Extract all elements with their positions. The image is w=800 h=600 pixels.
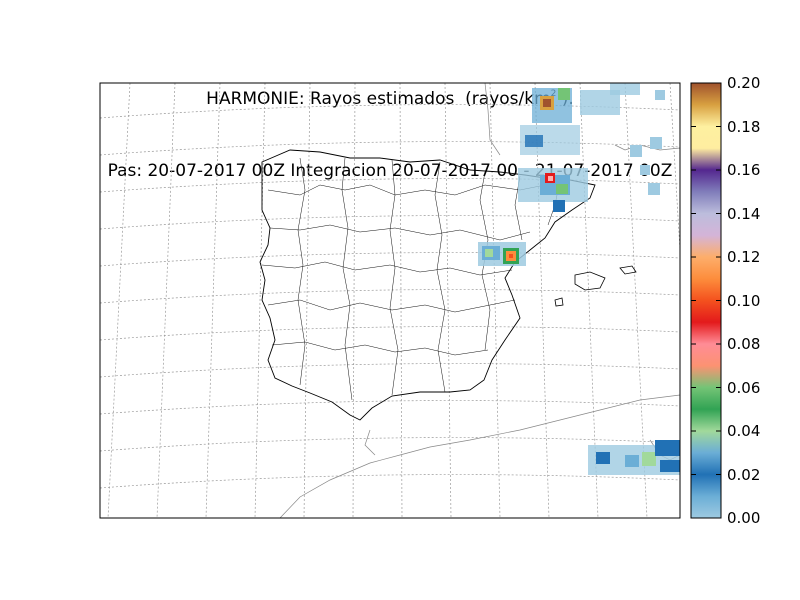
colorbar-tick-label: 0.10 bbox=[727, 291, 761, 310]
colorbar-tick-label: 0.08 bbox=[727, 335, 761, 353]
colorbar-tick-label: 0.14 bbox=[727, 204, 761, 223]
cell-gulf-of-lion bbox=[520, 83, 665, 195]
balearic-islands bbox=[554, 265, 637, 307]
colorbar-tick-label: 0.20 bbox=[727, 74, 761, 92]
iberia-coastline bbox=[259, 149, 596, 421]
cell-south-mediterranean bbox=[588, 440, 680, 475]
map-frame bbox=[99, 82, 681, 519]
colorbar-tick-label: 0.00 bbox=[727, 509, 761, 527]
lightning-cells bbox=[478, 83, 680, 475]
colorbar-tick-label: 0.16 bbox=[727, 161, 761, 179]
colorbar-tick-label: 0.02 bbox=[727, 465, 761, 484]
province-borders bbox=[261, 157, 561, 401]
colorbar-tick-label: 0.04 bbox=[727, 422, 761, 440]
cell-valencia bbox=[478, 242, 526, 266]
graticule bbox=[100, 83, 680, 518]
colorbar-tick-label: 0.12 bbox=[727, 248, 761, 266]
colorbar bbox=[690, 82, 722, 519]
colorbar-tick-label: 0.18 bbox=[727, 117, 761, 136]
colorbar-tick-label: 0.06 bbox=[727, 378, 761, 397]
cell-catalonia bbox=[518, 168, 588, 212]
